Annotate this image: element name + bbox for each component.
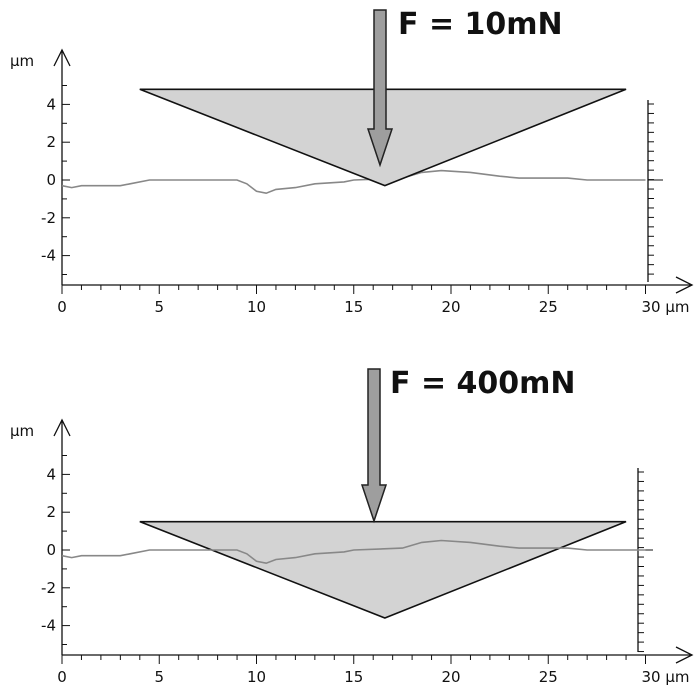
y-tick-label: 2	[46, 503, 56, 521]
y-tick-label: -2	[41, 579, 56, 597]
y-tick-label: -4	[41, 617, 56, 635]
surface-profile	[61, 539, 646, 565]
y-tick-label: 0	[46, 171, 56, 189]
y-unit-label: µm	[10, 422, 34, 440]
y-tick-label: 4	[46, 95, 56, 113]
x-tick-label: 25	[539, 668, 558, 686]
y-tick-label: 4	[46, 465, 56, 483]
x-unit-label: 30 µm	[641, 668, 689, 686]
x-tick-label: 15	[344, 298, 363, 316]
y-tick-label: 0	[46, 541, 56, 559]
force-label: F = 400mN	[390, 366, 576, 401]
x-tick-label: 5	[154, 668, 164, 686]
x-tick-label: 10	[247, 668, 266, 686]
x-tick-label: 15	[344, 668, 363, 686]
y-axis-arrowhead	[53, 418, 71, 437]
x-unit-label: 30 µm	[641, 298, 689, 316]
surface-profile	[61, 169, 646, 195]
force-arrow-icon	[366, 9, 394, 168]
y-tick-label: 2	[46, 133, 56, 151]
x-tick-label: 0	[57, 668, 67, 686]
force-label: F = 10mN	[398, 7, 563, 42]
x-tick-label: 20	[441, 668, 460, 686]
force-arrow-icon	[360, 368, 388, 524]
y-tick-label: -4	[41, 247, 56, 265]
x-axis-arrowhead	[675, 276, 694, 294]
y-axis-arrowhead	[53, 48, 71, 67]
x-tick-label: 20	[441, 298, 460, 316]
indenter-triangle	[139, 520, 627, 619]
x-tick-label: 10	[247, 298, 266, 316]
x-tick-label: 25	[539, 298, 558, 316]
x-tick-label: 5	[154, 298, 164, 316]
y-tick-label: -2	[41, 209, 56, 227]
y-unit-label: µm	[10, 52, 34, 70]
x-axis-arrowhead	[675, 646, 694, 664]
x-tick-label: 0	[57, 298, 67, 316]
